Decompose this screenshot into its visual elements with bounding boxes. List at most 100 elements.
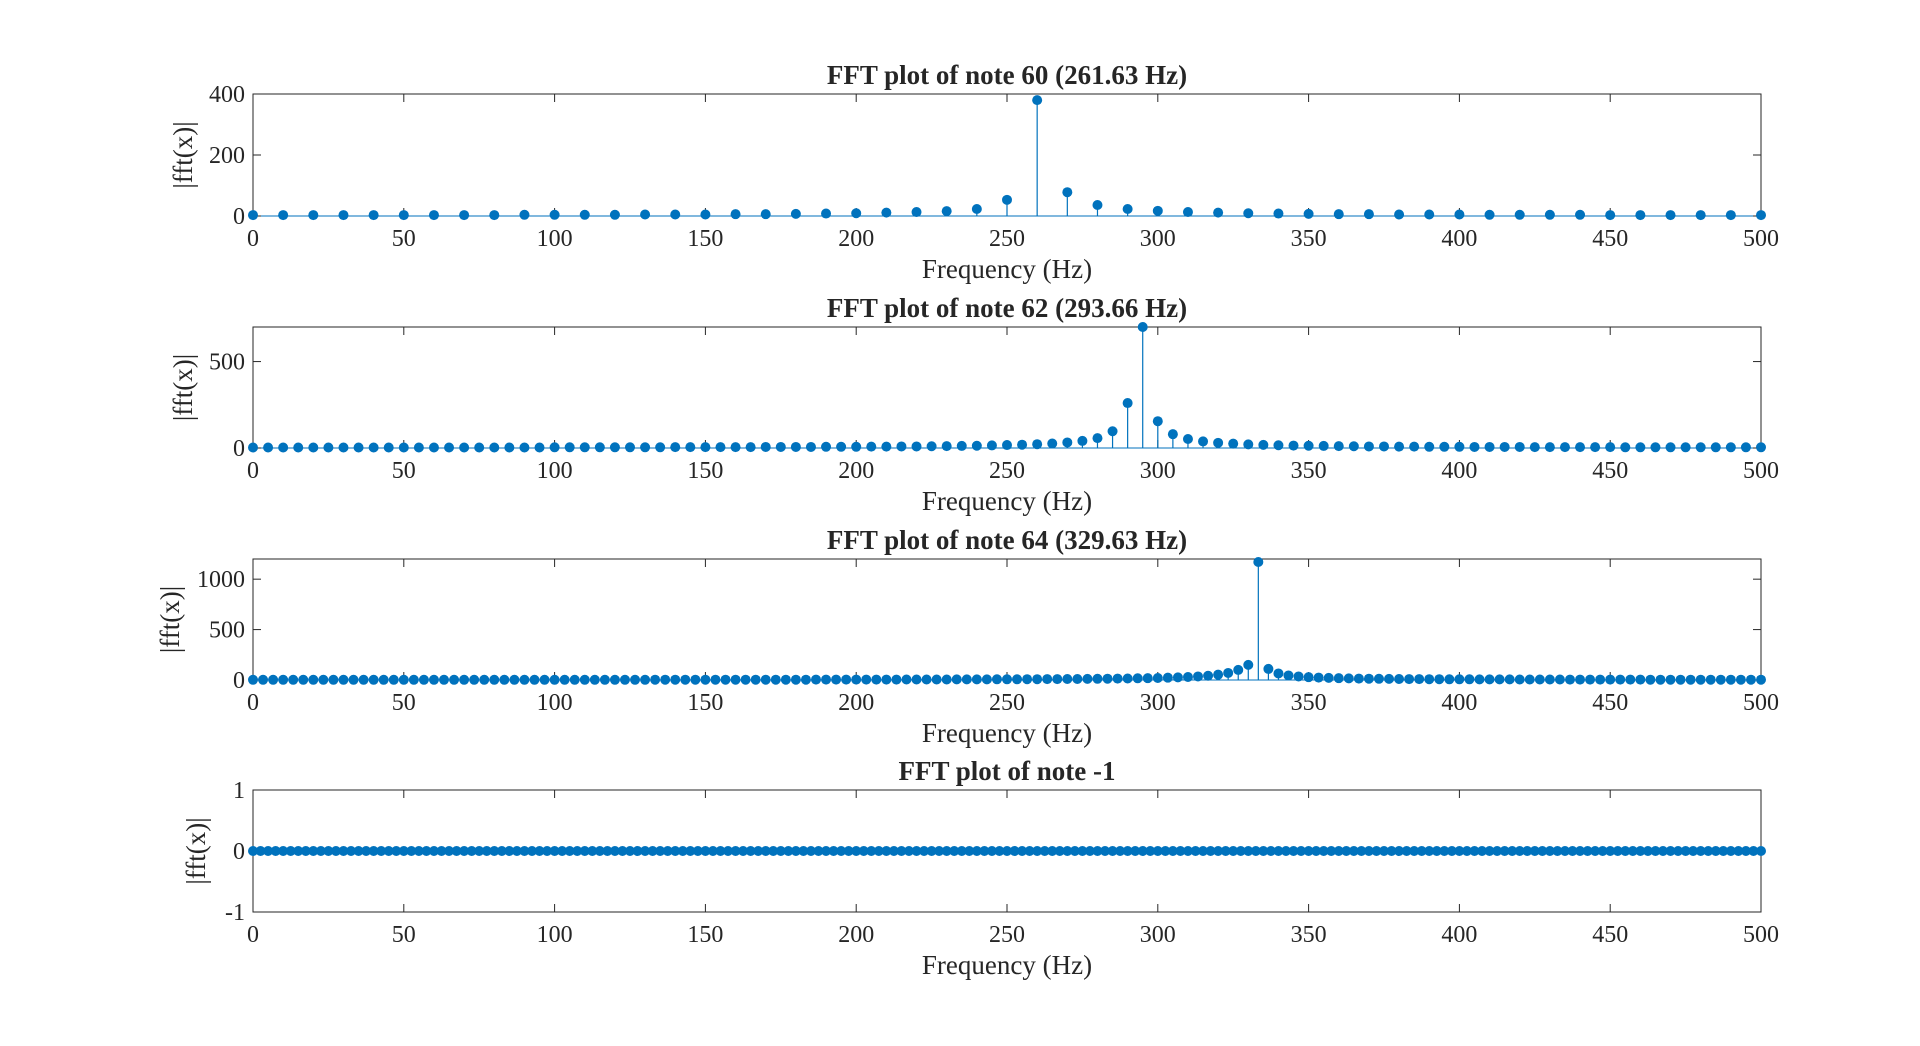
stem-marker — [685, 442, 696, 453]
stem-marker — [1655, 674, 1666, 685]
stem-marker — [1311, 846, 1322, 856]
stem-marker — [1152, 672, 1163, 683]
stem-marker — [278, 846, 289, 856]
y-tick-label: 200 — [209, 143, 245, 169]
stem-marker — [1605, 674, 1616, 685]
stem-marker — [428, 674, 439, 685]
stem-marker — [1559, 442, 1570, 453]
stem-marker — [1394, 441, 1405, 452]
x-tick-label: 50 — [392, 226, 416, 252]
stem-marker — [358, 674, 369, 685]
stem-marker — [1258, 846, 1269, 856]
stem-marker — [738, 846, 749, 856]
stem-series — [248, 322, 1766, 453]
stem-marker — [1414, 674, 1425, 685]
stem-marker — [1017, 846, 1028, 856]
stem-marker — [496, 846, 507, 856]
stem-marker — [1504, 674, 1515, 685]
stem-marker — [1077, 846, 1088, 856]
stem-marker — [881, 846, 892, 856]
stem-marker — [1062, 846, 1073, 856]
stem-marker — [1288, 440, 1299, 451]
stem-marker — [625, 442, 635, 453]
x-axis-label: Frequency (Hz) — [922, 254, 1092, 284]
stem-marker — [268, 674, 279, 685]
stem-marker — [888, 846, 899, 856]
axes-box — [252, 326, 1762, 449]
stem-marker — [1514, 846, 1525, 856]
stem-marker — [851, 846, 862, 856]
stem-marker — [1356, 846, 1367, 856]
stem-marker — [1213, 669, 1224, 680]
stem-marker — [602, 846, 613, 856]
stem-marker — [1590, 442, 1601, 453]
stem-marker — [680, 674, 691, 685]
stem-marker — [418, 674, 429, 685]
stem-marker — [1554, 674, 1565, 685]
stem-marker — [1002, 846, 1012, 856]
stem-marker — [1130, 846, 1141, 856]
stem-marker — [1434, 674, 1445, 685]
stem-marker — [690, 674, 701, 685]
stem-marker — [270, 846, 281, 856]
stem-marker — [1032, 846, 1043, 856]
stem-series — [248, 846, 1766, 856]
stem-marker — [1333, 441, 1344, 452]
stem-marker — [1454, 209, 1465, 220]
stem-marker — [1635, 210, 1646, 221]
stem-marker — [647, 846, 658, 856]
y-tick-label: 1000 — [197, 567, 245, 593]
stem-marker — [1323, 672, 1334, 683]
stem-marker — [1705, 674, 1716, 685]
stem-marker — [368, 846, 379, 856]
stem-marker — [991, 674, 1002, 685]
stem-marker — [881, 207, 892, 218]
subplot-1: 0 50 100 150 200 250 300 350 400 450 500 0 200 400 FFT… — [168, 60, 1779, 284]
stem-marker — [1137, 322, 1148, 332]
stem-marker — [1499, 846, 1510, 856]
x-tick-label: 450 — [1592, 690, 1628, 716]
stem-marker — [670, 209, 681, 220]
stem-marker — [1544, 442, 1555, 453]
stem-marker — [263, 846, 274, 856]
stem-marker — [971, 674, 982, 685]
stem-marker — [1132, 673, 1143, 684]
stem-marker — [1582, 846, 1593, 856]
stem-marker — [1333, 209, 1344, 220]
stem-marker — [1597, 846, 1608, 856]
stem-marker — [413, 442, 424, 453]
stem-marker — [489, 210, 500, 221]
stem-marker — [1680, 442, 1691, 453]
stem-marker — [956, 440, 967, 451]
stem-marker — [775, 441, 786, 452]
x-tick-label: 250 — [989, 922, 1025, 948]
stem-marker — [770, 674, 781, 685]
stem-marker — [1756, 442, 1766, 453]
stem-marker — [1494, 674, 1505, 685]
stem-marker — [1054, 846, 1065, 856]
stem-marker — [1522, 846, 1533, 856]
stem-marker — [685, 846, 696, 856]
stem-marker — [1092, 433, 1103, 444]
stem-marker — [1122, 673, 1133, 684]
x-tick-label: 450 — [1592, 458, 1628, 484]
stem-marker — [715, 442, 726, 453]
stem-marker — [479, 674, 490, 685]
stem-marker — [1615, 674, 1626, 685]
stem-marker — [1024, 846, 1035, 856]
x-tick-label: 150 — [687, 922, 723, 948]
stem-marker — [760, 846, 771, 856]
stem-marker — [278, 210, 289, 221]
stem-marker — [308, 442, 319, 453]
stem-marker — [569, 674, 580, 685]
stem-marker — [1379, 441, 1389, 452]
stem-marker — [858, 846, 869, 856]
stem-marker — [353, 442, 364, 453]
stem-marker — [1665, 846, 1676, 856]
stem-marker — [504, 846, 515, 856]
stem-marker — [677, 846, 688, 856]
stem-marker — [1725, 846, 1736, 856]
stem-marker — [1718, 846, 1729, 856]
stem-marker — [971, 440, 982, 451]
